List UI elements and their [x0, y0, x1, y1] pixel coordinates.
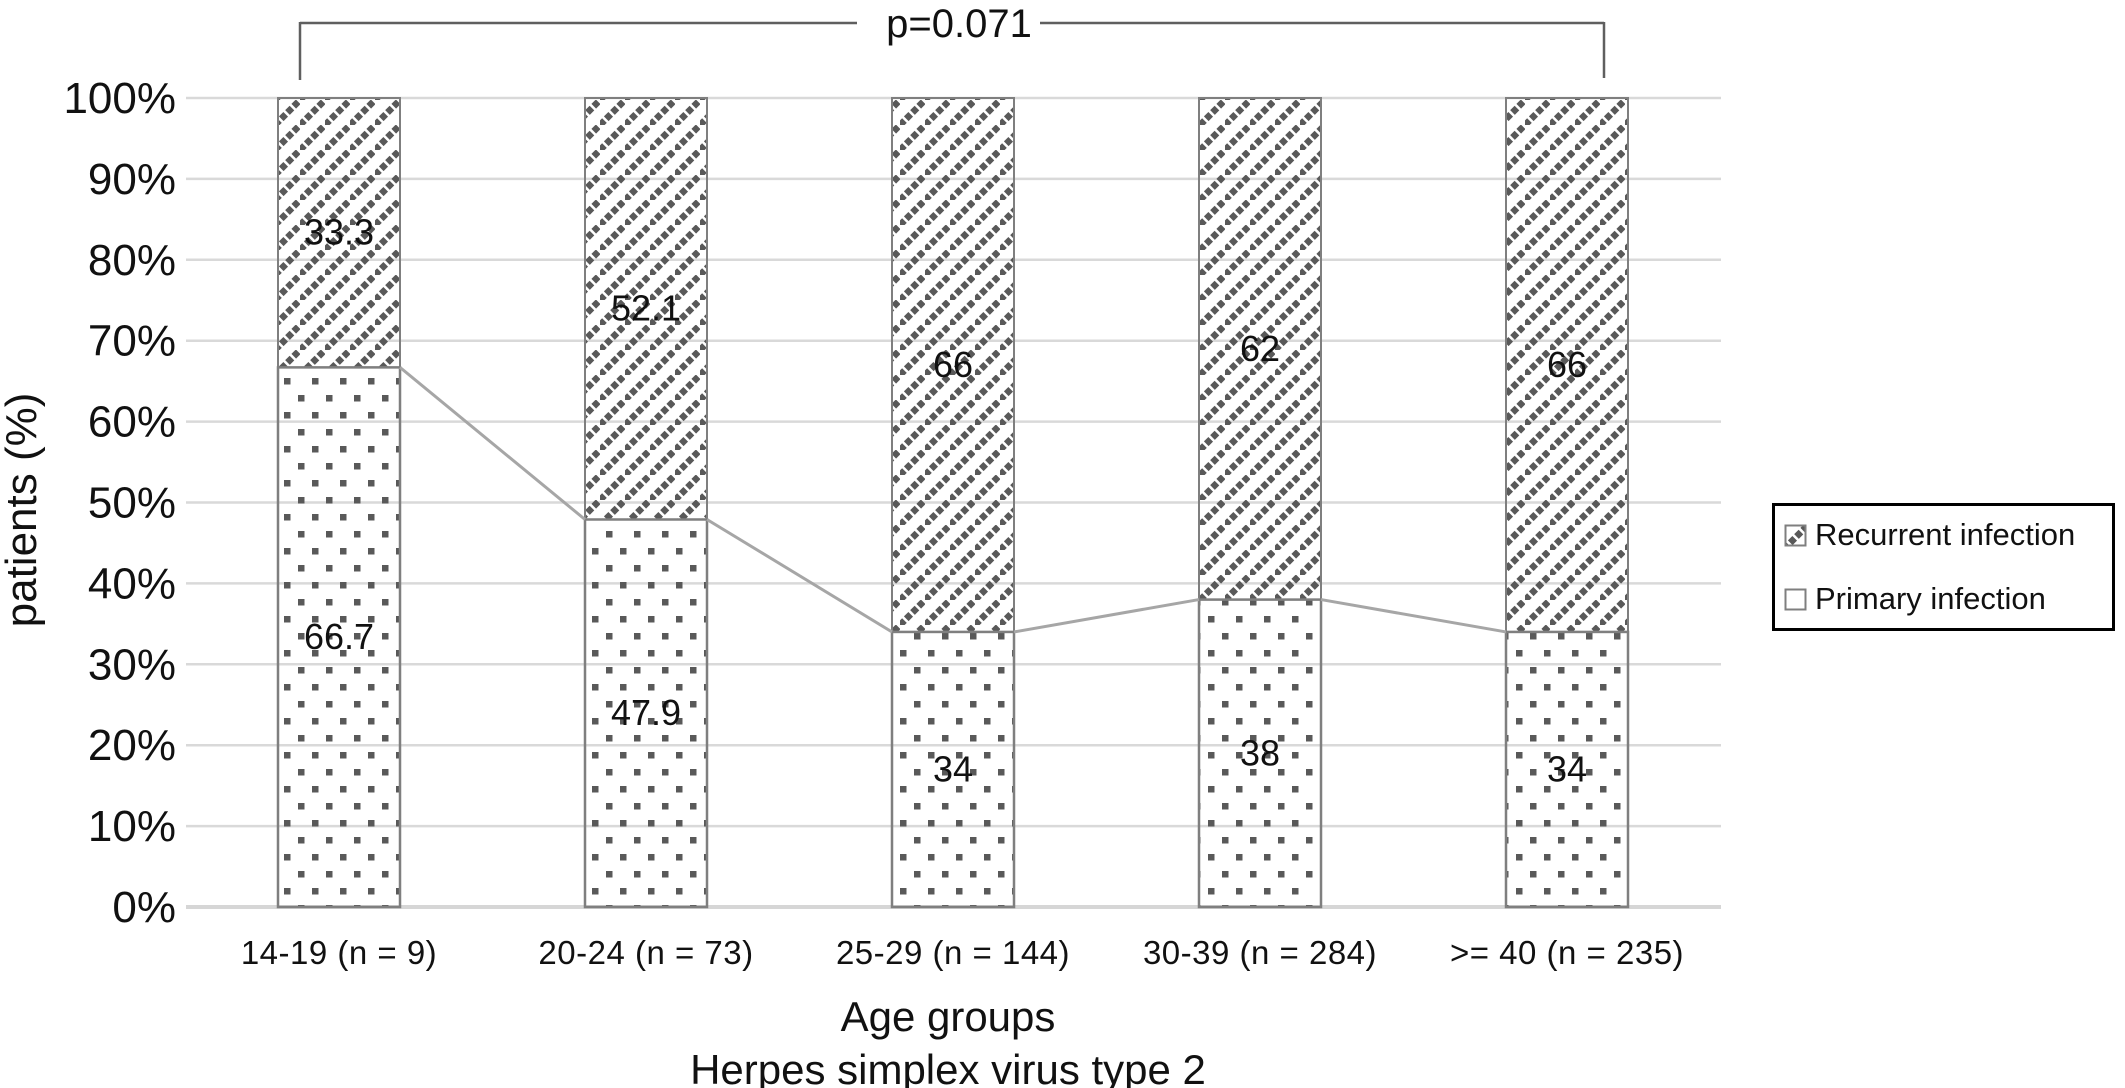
data-label-primary: 34 — [1547, 748, 1587, 789]
x-tick-label: 30-39 (n = 284) — [1143, 934, 1377, 971]
p-value-label: p=0.071 — [886, 2, 1032, 46]
bar-segment-recurrent — [277, 97, 401, 369]
series-connector-line — [1013, 598, 1200, 634]
y-axis-title: patients (%) — [0, 393, 46, 628]
data-label-primary: 38 — [1240, 732, 1280, 773]
y-axis-tick-labels-group: 0% 10% 20% 30% 40% 50% 60% 70% 80% 90% 100% — [63, 74, 176, 932]
y-tick-label: 100% — [63, 74, 176, 123]
x-axis-title: Age groups — [841, 993, 1056, 1040]
data-labels-group: 33.3 66.7 52.1 47.9 66 34 62 38 66 34 — [304, 212, 1587, 790]
y-tick-label: 50% — [88, 479, 176, 528]
x-tick-label: 14-19 (n = 9) — [241, 934, 437, 971]
legend-label: Primary infection — [1815, 581, 2046, 616]
bar-segment-primary — [890, 630, 1016, 909]
bar-segment-recurrent — [891, 97, 1015, 633]
data-label-primary: 66.7 — [304, 616, 374, 657]
y-tick-label: 0% — [112, 883, 176, 932]
bar-segment-primary — [583, 518, 709, 909]
bar-segment-primary — [1197, 598, 1323, 909]
series-connector-lines-group — [399, 366, 1507, 634]
significance-bracket: p=0.071 — [298, 2, 1606, 80]
legend: Recurrent infection Primary infection — [1772, 503, 2115, 631]
bar-segment-primary — [276, 366, 402, 909]
y-tick-label: 20% — [88, 721, 176, 770]
data-label-recurrent: 52.1 — [611, 288, 681, 329]
bar-segment-recurrent — [1198, 97, 1322, 601]
series-connector-line — [1320, 598, 1507, 634]
bar-segment-primary — [1504, 630, 1630, 909]
y-tick-label: 70% — [88, 317, 176, 366]
data-label-recurrent: 33.3 — [304, 212, 374, 253]
y-tick-label: 30% — [88, 640, 176, 689]
y-tick-label: 90% — [88, 155, 176, 204]
series-connector-line — [399, 366, 586, 521]
x-tick-label: 20-24 (n = 73) — [538, 934, 753, 971]
data-label-primary: 47.9 — [611, 692, 681, 733]
data-label-recurrent: 66 — [933, 344, 973, 385]
data-label-recurrent: 62 — [1240, 328, 1280, 369]
y-tick-label: 60% — [88, 398, 176, 447]
x-tick-label: >= 40 (n = 235) — [1450, 934, 1684, 971]
bar-segment-recurrent — [1505, 97, 1629, 633]
bars-group — [276, 97, 1630, 909]
bar-segment-recurrent — [584, 97, 708, 521]
data-label-recurrent: 66 — [1547, 344, 1587, 385]
recurrent-infection-swatch-icon — [1784, 524, 1807, 546]
y-tick-label: 10% — [88, 802, 176, 851]
legend-item-recurrent-infection: Recurrent infection — [1784, 517, 2112, 553]
x-tick-label: 25-29 (n = 144) — [836, 934, 1070, 971]
y-tick-label: 40% — [88, 559, 176, 608]
legend-item-primary-infection: Primary infection — [1784, 581, 2112, 617]
x-axis-subtitle: Herpes simplex virus type 2 — [690, 1046, 1206, 1088]
primary-infection-swatch-icon — [1784, 588, 1807, 610]
data-label-primary: 34 — [933, 748, 973, 789]
x-axis-tick-labels-group: 14-19 (n = 9) 20-24 (n = 73) 25-29 (n = 14… — [241, 934, 1684, 971]
series-connector-line — [706, 518, 893, 634]
legend-label: Recurrent infection — [1815, 517, 2076, 552]
y-tick-label: 80% — [88, 236, 176, 285]
